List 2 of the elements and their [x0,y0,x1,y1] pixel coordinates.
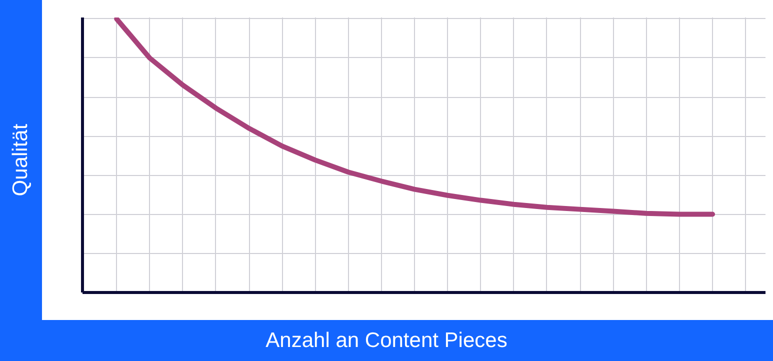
y-axis-title: Qualität [8,124,33,196]
x-axis-title: Anzahl an Content Pieces [0,320,773,361]
